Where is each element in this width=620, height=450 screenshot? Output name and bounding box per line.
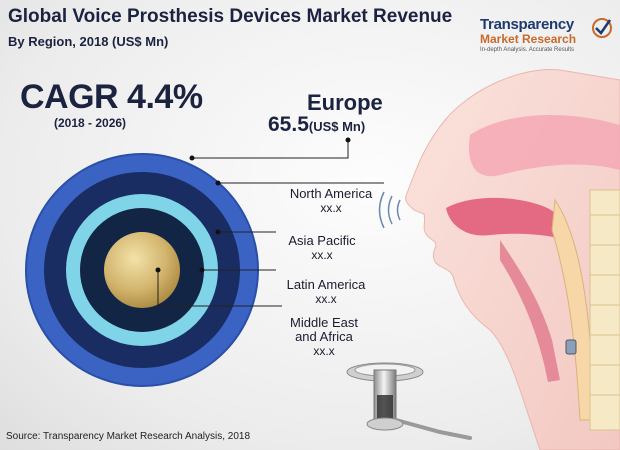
chart-subtitle: By Region, 2018 (US$ Mn) [8, 34, 169, 49]
middle-east-africa-name-line-2: and Africa [295, 329, 353, 344]
region-label-europe: Europe [307, 90, 383, 115]
leader-dot-middle-east-africa [155, 267, 161, 273]
nested-circle-chart [25, 153, 259, 387]
region-label-asia-pacific: Asia Pacific xx.x [272, 233, 372, 263]
leader-dot-asia-pacific [215, 229, 221, 235]
leader-end-dot-europe [345, 137, 351, 143]
leader-dot-latin-america [199, 267, 205, 273]
cagr-label: CAGR 4.4% [20, 78, 203, 116]
logo-mark-icon [592, 18, 612, 38]
head-anatomy-illustration [378, 69, 620, 450]
region-label-latin-america: Latin America xx.x [272, 277, 380, 307]
middle-east-africa-value: xx.x [313, 344, 335, 358]
leader-dot-europe [189, 155, 195, 161]
cagr-period: (2018 - 2026) [54, 116, 127, 130]
region-value-europe: 65.5(US$ Mn) [268, 113, 365, 137]
logo-line-1: Transparency [480, 16, 574, 33]
latin-america-name: Latin America [286, 277, 366, 292]
region-label-north-america: North America xx.x [272, 186, 390, 216]
leader-lines [155, 137, 384, 307]
company-logo: Transparency Market Research In-depth An… [480, 16, 610, 53]
north-america-value: xx.x [320, 201, 342, 215]
circle-middle-east-africa [104, 232, 180, 308]
north-america-name: North America [289, 186, 373, 201]
latin-america-value: xx.x [315, 292, 337, 306]
leader-line-middle-east-africa [157, 270, 282, 307]
chart-title: Global Voice Prosthesis Devices Market R… [8, 6, 453, 27]
middle-east-africa-name-line-1: Middle East [290, 315, 358, 330]
logo-tagline: In-depth Analysis. Accurate Results [480, 47, 575, 53]
asia-pacific-name: Asia Pacific [288, 233, 356, 248]
europe-value-number: 65.5 [268, 113, 309, 136]
region-label-middle-east-africa: Middle East and Africa xx.x [274, 315, 374, 359]
asia-pacific-value: xx.x [311, 248, 333, 262]
value-unit: (US$ Mn) [308, 119, 366, 134]
source-note: Source: Transparency Market Research Ana… [6, 431, 251, 442]
logo-line-2: Market Research [480, 32, 577, 46]
leader-line-europe [192, 140, 349, 159]
leader-dot-north-america [215, 180, 221, 186]
voice-prosthesis-device-illustration [346, 362, 472, 440]
